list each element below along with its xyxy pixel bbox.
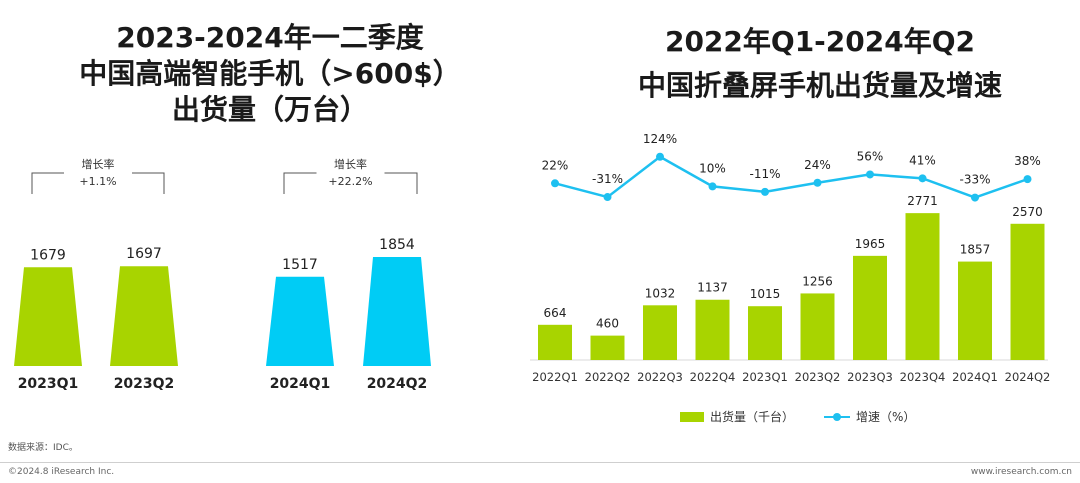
bar-value-label-2023q2: 1697 [126,246,162,262]
category-label-2022q1: 2022Q1 [532,370,578,384]
bar-2023q1 [748,306,782,360]
bar-2022q4 [695,299,730,360]
right-chart-title: 2022年Q1-2024年Q2 中国折叠屏手机出货量及增速 [560,20,1080,108]
category-label-2023q2: 2023Q2 [795,370,841,384]
growth-label-0: 增长率 [82,157,115,171]
bar-value-label-2024q2: 2570 [1012,205,1043,219]
left-title-line-1: 2023-2024年一二季度 [116,21,424,54]
growth-bracket-right-1 [384,172,418,194]
bar-2024q2 [1010,223,1045,360]
category-label-2023q2: 2023Q2 [114,376,175,392]
bar-2023q2 [800,293,835,360]
chart-legend: 出货量（千台） 增速（%） [680,408,945,425]
bar-2022q1 [538,324,572,360]
category-label-2024q2: 2024Q2 [1005,370,1051,384]
growth-point-2022q1 [551,179,559,188]
growth-point-2022q4 [708,182,717,191]
bar-value-label-2023q3: 1965 [855,237,886,251]
growth-value-0: +1.1% [79,175,116,188]
left-title-line-3: 出货量（万台） [171,93,368,126]
category-label-2024q1: 2024Q1 [952,370,998,384]
bar-value-label-2022q4: 1137 [697,281,728,295]
growth-point-2024q2 [1023,175,1032,184]
right-title-line-1: 2022年Q1-2024年Q2 [664,25,976,58]
bar-value-label-2022q2: 460 [596,317,619,331]
bar-2022q2 [590,335,625,360]
bar-2024q1 [266,276,334,366]
category-label-2023q1: 2023Q1 [742,370,788,384]
legend-line-swatch [824,412,851,422]
growth-point-2022q3 [656,152,664,161]
bar-value-label-2024q2: 1854 [379,237,415,253]
growth-label-2022q4: 10% [699,161,726,175]
bar-value-label-2022q1: 664 [544,306,567,320]
bar-2023q3 [853,255,887,360]
bar-value-label-2023q2: 1256 [802,274,833,288]
category-label-2024q2: 2024Q2 [367,376,428,392]
bar-2023q4 [905,213,940,360]
growth-point-2024q1 [971,193,979,202]
bar-2023q2 [110,266,178,366]
growth-label-2024q2: 38% [1014,154,1041,168]
category-label-2024q1: 2024Q1 [270,376,331,392]
growth-label-2022q1: 22% [542,158,569,172]
left-chart-title: 2023-2024年一二季度 中国高端智能手机（>600$） 出货量（万台） [0,20,540,128]
category-label-2023q1: 2023Q1 [18,376,79,392]
growth-value-1: +22.2% [328,175,372,188]
growth-label-2023q1: -11% [749,167,780,181]
growth-bracket-left-1 [283,172,317,194]
category-label-2022q2: 2022Q2 [585,370,631,384]
bar-value-label-2023q1: 1679 [30,247,66,263]
growth-point-2023q3 [866,170,874,179]
footer-divider [0,462,1080,463]
growth-point-2023q4 [918,174,927,183]
growth-label-2022q2: -31% [592,172,623,186]
bar-2022q3 [643,305,677,360]
growth-label-2024q1: -33% [959,173,990,187]
left-title-line-2: 中国高端智能手机（>600$） [79,57,461,90]
growth-label-2023q4: 41% [909,153,936,167]
bar-2023q1 [14,267,82,366]
growth-line [554,155,1028,199]
legend-item-shipments: 出货量（千台） [680,408,794,425]
growth-bracket-left-0 [31,172,64,194]
growth-point-2022q2 [603,193,612,202]
legend-label-growth: 增速（%） [856,410,916,424]
foldable-phone-chart: 664 2022Q1 460 2022Q2 1032 2022Q3 1137 2022Q4 10… [530,132,1051,384]
growth-label-1: 增长率 [334,157,367,171]
data-source-note: 数据来源：IDC。 [8,443,78,453]
growth-label-2023q2: 24% [804,158,831,172]
bar-value-label-2023q1: 1015 [750,287,781,301]
growth-bracket-right-0 [132,172,165,194]
bar-value-label-2022q3: 1032 [645,286,676,300]
growth-point-2023q1 [761,187,769,196]
growth-label-2023q3: 56% [857,149,884,163]
bar-value-label-2024q1: 1857 [960,243,991,257]
legend-bar-swatch [680,411,704,422]
growth-point-2023q2 [813,178,822,187]
category-label-2022q3: 2022Q3 [637,370,683,384]
copyright-text: ©2024.8 iResearch Inc. [8,467,115,477]
high-end-phone-chart: 1679 2023Q1 1697 2023Q2 1517 2024Q1 1854 2024Q2… [14,157,431,392]
right-title-line-2: 中国折叠屏手机出货量及增速 [637,69,1002,102]
bar-value-label-2024q1: 1517 [282,257,318,273]
website-link[interactable]: www.iresearch.com.cn [970,467,1072,477]
bar-2024q1 [958,261,992,360]
category-label-2022q4: 2022Q4 [690,370,736,384]
legend-item-growth: 增速（%） [824,408,915,425]
legend-label-shipments: 出货量（千台） [710,410,795,424]
growth-label-2022q3: 124% [643,132,677,146]
category-label-2023q4: 2023Q4 [900,370,946,384]
bar-2024q2 [363,256,431,366]
bar-value-label-2023q4: 2771 [907,194,938,208]
category-label-2023q3: 2023Q3 [847,370,893,384]
